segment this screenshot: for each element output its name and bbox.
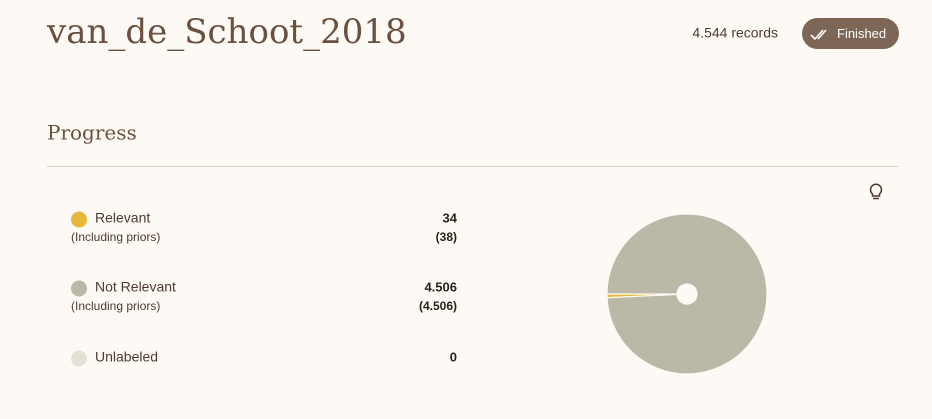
priors-count: (38) (436, 230, 457, 244)
bulb[interactable] (869, 183, 883, 197)
legend-swatch (71, 211, 87, 228)
legend-label: Not Relevant (95, 279, 176, 295)
check-icon[interactable] (810, 29, 827, 41)
pie-slice (606, 213, 768, 375)
count: 0 (450, 349, 457, 364)
count: 34 (443, 210, 458, 225)
note: (Including priors) (71, 230, 160, 244)
priors-count: (4.506) (419, 299, 457, 313)
button-label[interactable]: Finished (837, 26, 886, 41)
status-button[interactable]: Finished (802, 18, 899, 49)
note: (Including priors) (71, 299, 160, 313)
records-count: 4.544 records (692, 25, 778, 41)
legend-swatch (71, 350, 87, 367)
legend-label: Relevant (95, 210, 150, 226)
project-title: van_de_Schoot_2018 (46, 12, 407, 52)
legend-swatch (71, 280, 87, 297)
button-bg[interactable] (802, 18, 899, 49)
legend-label: Unlabeled (95, 349, 158, 365)
bulb-icon[interactable] (869, 183, 883, 200)
count: 4.506 (424, 279, 457, 294)
section-title: Progress (47, 121, 137, 145)
